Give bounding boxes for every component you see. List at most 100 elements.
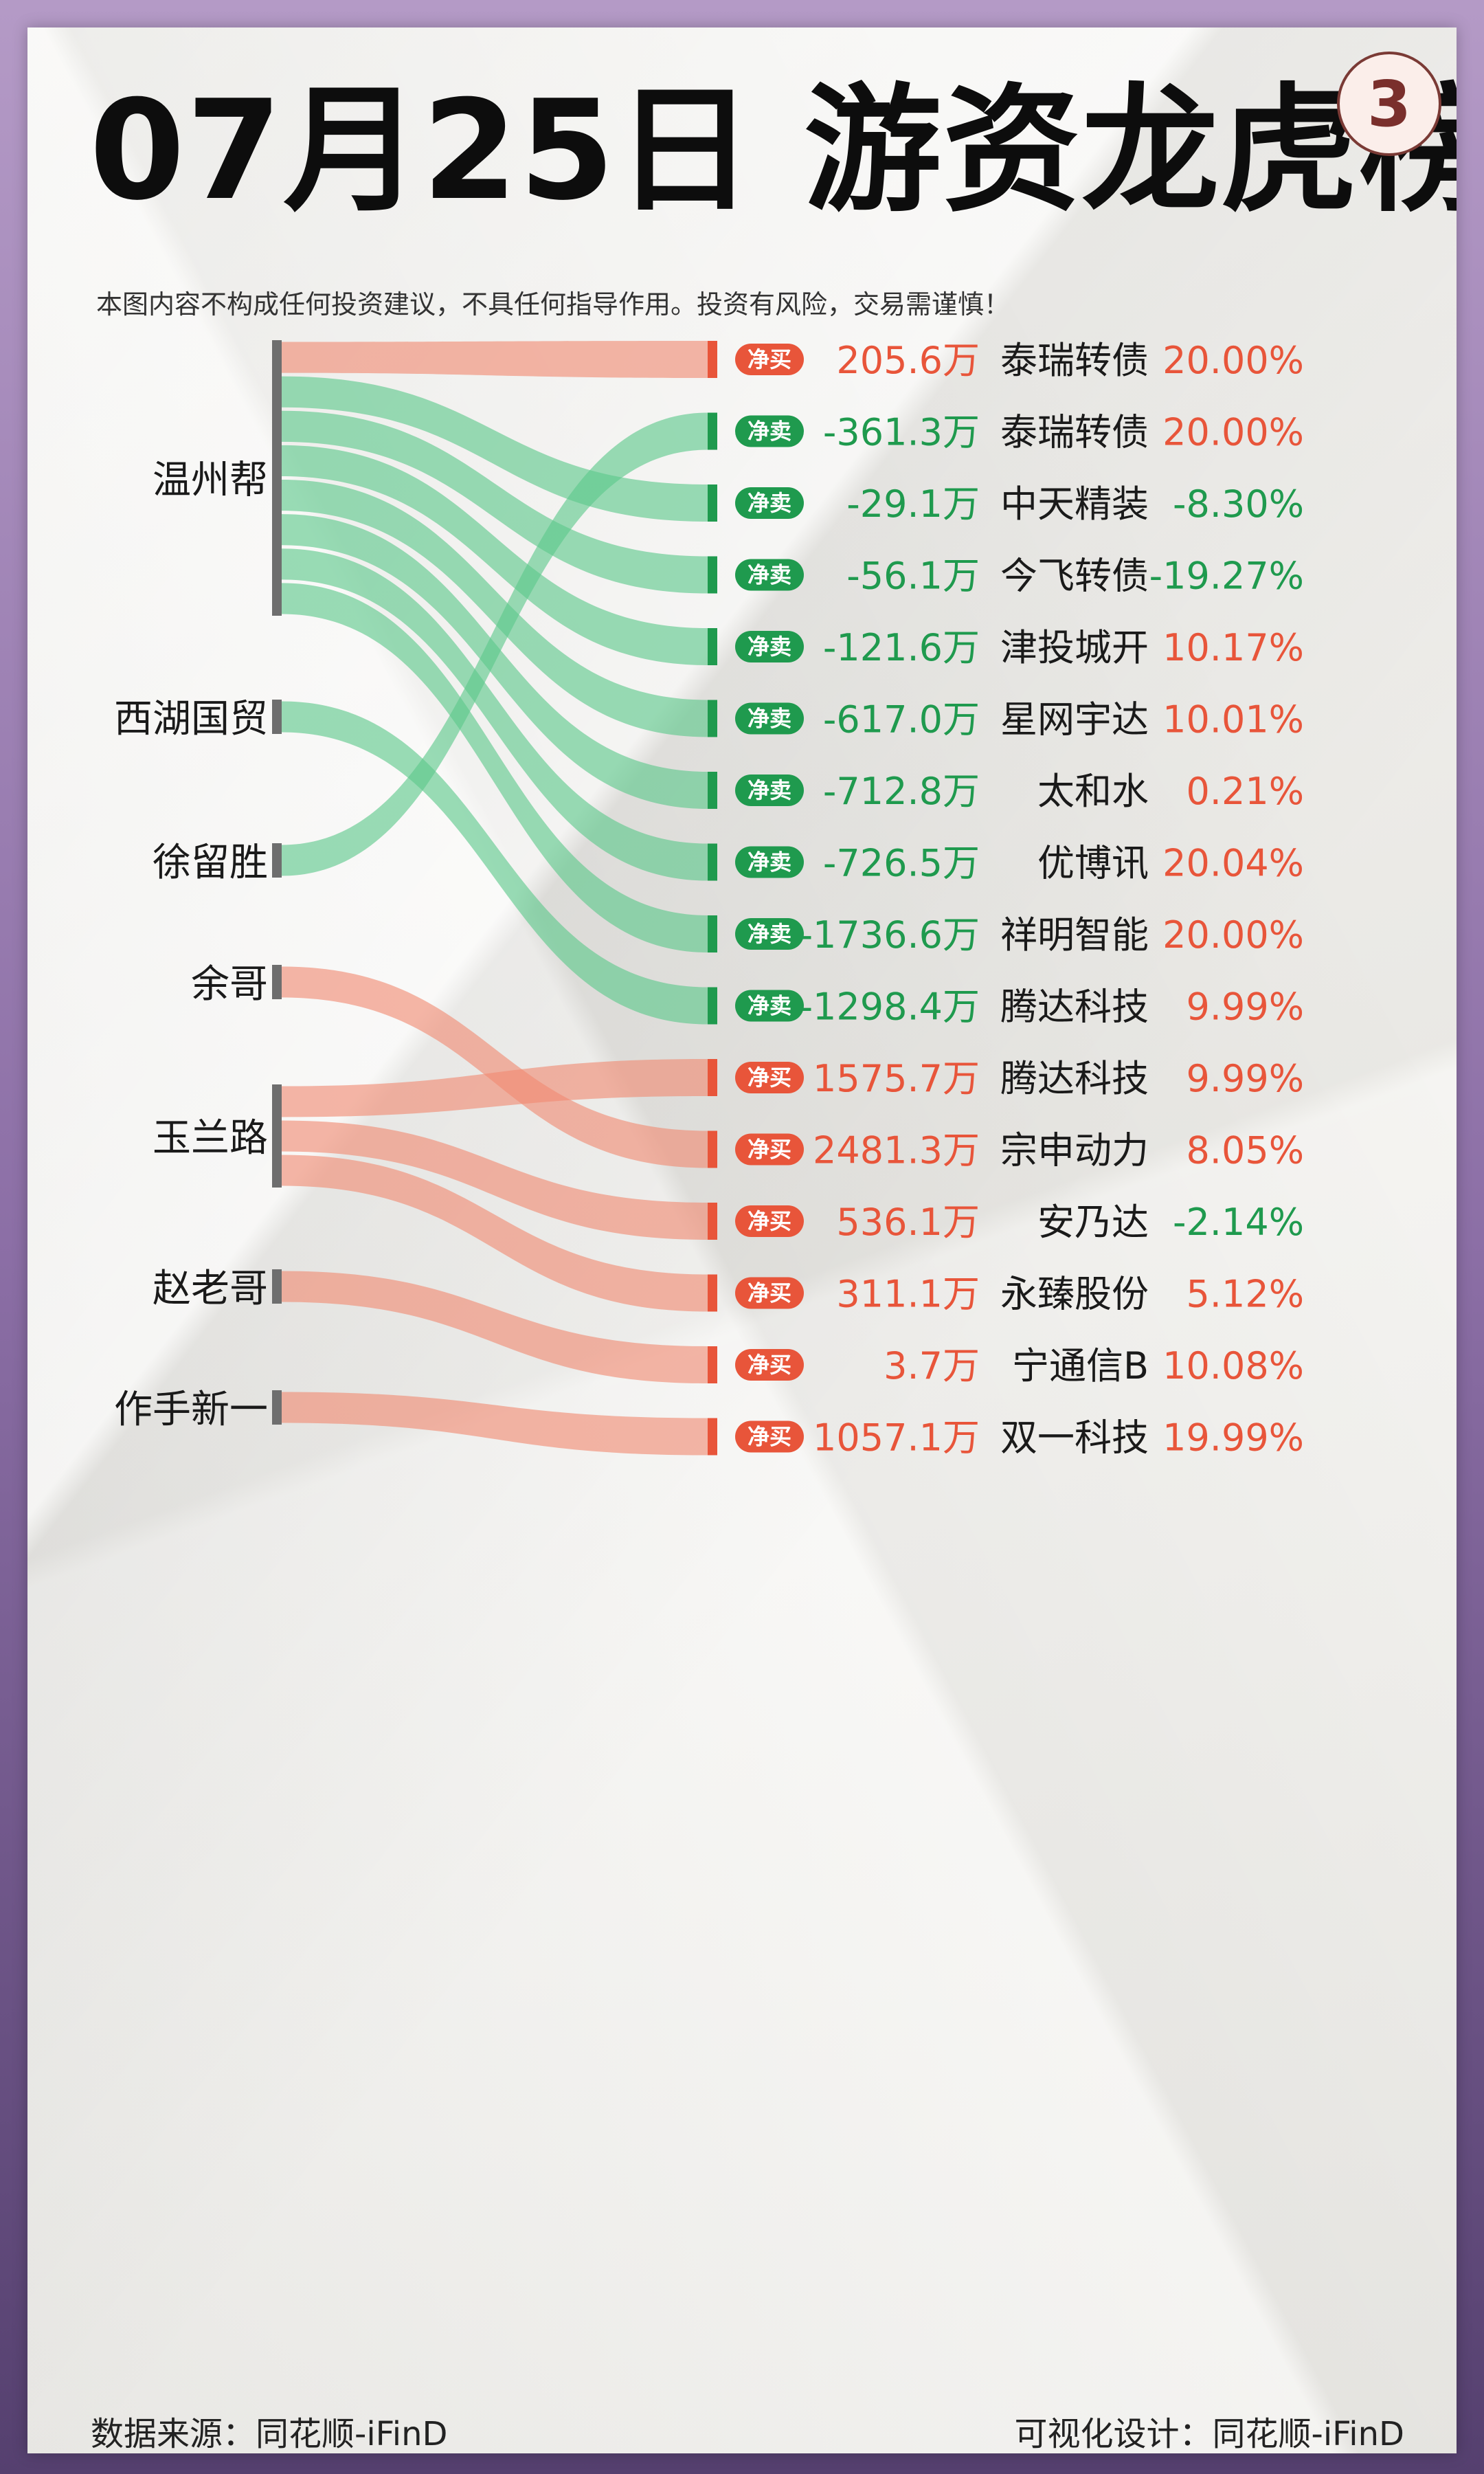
price-change: 20.04% — [1162, 842, 1304, 885]
tag-label: 净卖 — [747, 921, 791, 947]
price-change: 9.99% — [1186, 1057, 1304, 1100]
net-amount: -712.8万 — [823, 770, 980, 813]
tag-label: 净买 — [747, 1352, 791, 1378]
net-sell-tag — [735, 990, 804, 1022]
net-buy-tag — [735, 344, 804, 375]
page-number-badge: 3 — [1337, 52, 1441, 156]
flow-link — [282, 445, 708, 665]
price-change: 5.12% — [1186, 1273, 1304, 1316]
target-node-bar — [708, 915, 717, 952]
stock-name: 安乃达 — [1037, 1201, 1149, 1244]
tag-label: 净买 — [747, 1280, 791, 1306]
source-node-bar — [272, 700, 282, 734]
target-node-bar — [708, 484, 717, 522]
target-node-bar — [708, 1274, 717, 1312]
tag-label: 净买 — [747, 346, 791, 372]
net-buy-tag — [735, 1062, 804, 1093]
stock-name: 太和水 — [1037, 770, 1149, 813]
net-sell-tag — [735, 631, 804, 662]
source-label: 赵老哥 — [153, 1267, 268, 1311]
net-amount: -1736.6万 — [800, 913, 980, 957]
tag-label: 净买 — [747, 1208, 791, 1234]
net-amount: 536.1万 — [836, 1201, 980, 1244]
price-change: 0.21% — [1186, 770, 1304, 813]
stock-name: 腾达科技 — [1000, 985, 1149, 1029]
target-node-bar — [708, 1346, 717, 1383]
target-node-bar — [708, 843, 717, 881]
net-buy-tag — [735, 1277, 804, 1309]
tag-label: 净卖 — [747, 562, 791, 588]
flow-link — [282, 1271, 708, 1383]
target-node-bar — [708, 1059, 717, 1096]
flow-link — [282, 966, 708, 1168]
source-label: 西湖国贸 — [114, 697, 268, 742]
tag-label: 净卖 — [747, 777, 791, 803]
target-node-bar — [708, 412, 717, 450]
flow-link — [282, 1155, 708, 1312]
flow-link — [282, 480, 708, 737]
price-change: -19.27% — [1149, 555, 1304, 598]
flow-link — [282, 583, 708, 952]
flow-link — [282, 341, 708, 378]
source-node-bar — [272, 843, 282, 878]
tag-label: 净卖 — [747, 993, 791, 1019]
target-node-bar — [708, 556, 717, 594]
target-node-bar — [708, 1130, 717, 1168]
net-sell-tag — [735, 487, 804, 519]
stock-name: 今飞转债 — [1000, 555, 1149, 598]
net-amount: -617.0万 — [823, 698, 980, 742]
tag-label: 净卖 — [747, 634, 791, 660]
net-amount: 1057.1万 — [813, 1416, 980, 1460]
net-amount: 205.6万 — [836, 339, 980, 382]
source-node-bar — [272, 1390, 282, 1425]
target-node-bar — [708, 1418, 717, 1456]
net-amount: -56.1万 — [846, 555, 980, 598]
source-label: 作手新一 — [114, 1388, 268, 1432]
poster-canvas: 温州帮西湖国贸徐留胜余哥玉兰路赵老哥作手新一 净买 205.6万 泰瑞转债 20.00… — [27, 27, 1457, 2453]
stock-name: 永臻股份 — [1000, 1273, 1149, 1316]
price-change: 8.05% — [1186, 1129, 1304, 1172]
price-change: 19.99% — [1162, 1416, 1304, 1460]
target-node-bar — [708, 987, 717, 1025]
flow-link — [282, 410, 708, 594]
source-label: 玉兰路 — [153, 1116, 268, 1161]
net-amount: -1298.4万 — [800, 985, 980, 1029]
tag-label: 净买 — [747, 1424, 791, 1450]
net-amount: -726.5万 — [823, 842, 980, 885]
net-amount: -361.3万 — [823, 411, 980, 454]
net-amount: 1575.7万 — [813, 1057, 980, 1100]
price-change: 20.00% — [1162, 411, 1304, 454]
source-node-bar — [272, 1084, 282, 1188]
net-amount: 311.1万 — [836, 1273, 980, 1316]
source-node-bar — [272, 965, 282, 999]
net-sell-tag — [735, 702, 804, 735]
target-node-bar — [708, 772, 717, 809]
stock-name: 津投城开 — [1000, 626, 1149, 669]
tag-label: 净买 — [747, 1065, 791, 1091]
stock-name: 宗申动力 — [1000, 1129, 1149, 1172]
net-sell-tag — [735, 415, 804, 447]
source-label: 温州帮 — [153, 458, 268, 503]
net-amount: 3.7万 — [884, 1344, 980, 1388]
target-node-bar — [708, 1203, 717, 1240]
stock-name: 泰瑞转债 — [1000, 411, 1149, 454]
source-node-bar — [272, 340, 282, 616]
price-change: -2.14% — [1173, 1201, 1304, 1244]
source-label: 余哥 — [191, 962, 268, 1007]
tag-label: 净卖 — [747, 490, 791, 516]
price-change: 20.00% — [1162, 913, 1304, 957]
flow-link — [282, 548, 708, 881]
net-buy-tag — [735, 1420, 804, 1453]
tag-label: 净买 — [747, 1137, 791, 1163]
price-change: -8.30% — [1173, 482, 1304, 526]
net-sell-tag — [735, 774, 804, 806]
target-node-bar — [708, 700, 717, 737]
net-amount: -121.6万 — [823, 626, 980, 669]
net-buy-tag — [735, 1133, 804, 1166]
net-amount: -29.1万 — [846, 482, 980, 526]
source-label: 徐留胜 — [153, 840, 268, 885]
data-source-footer: 数据来源：同花顺-iFinD — [91, 2415, 448, 2453]
flow-link — [282, 1120, 708, 1240]
